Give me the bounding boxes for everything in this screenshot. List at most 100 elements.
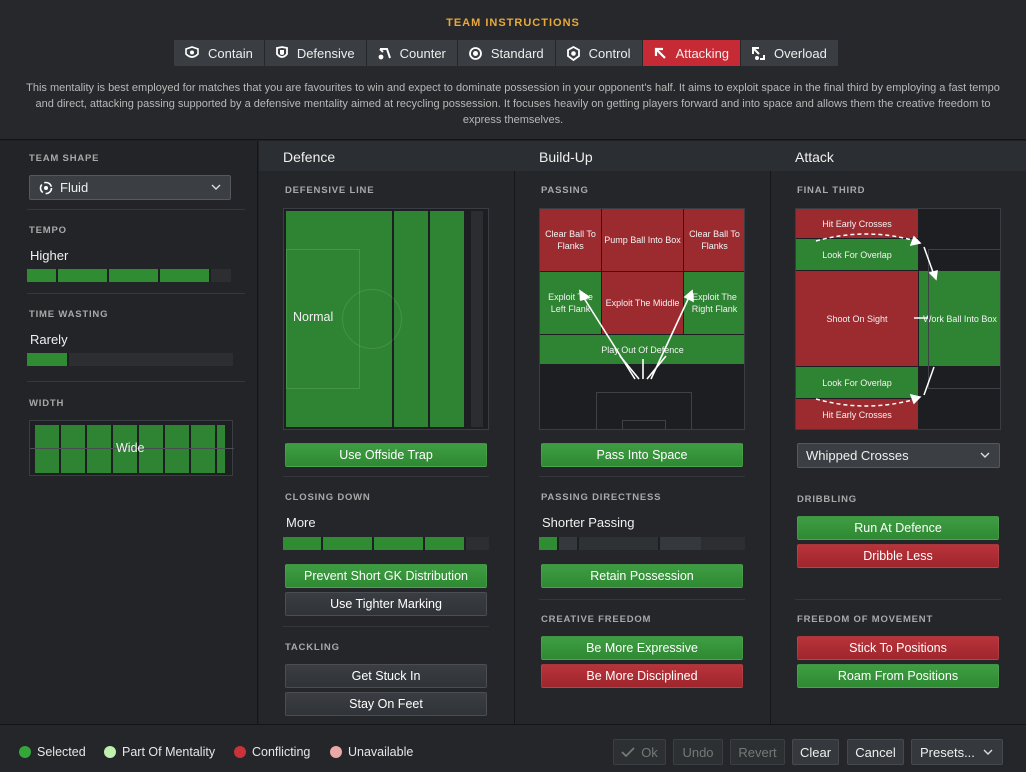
passing-label: PASSING <box>541 185 589 196</box>
chevron-down-icon <box>983 749 993 755</box>
width-value: Wide <box>116 441 145 455</box>
tab-overload[interactable]: Overload <box>741 40 839 66</box>
tab-label: Attacking <box>675 45 730 61</box>
zone-exploit-middle[interactable]: Exploit The Middle <box>602 272 683 334</box>
creative-freedom-label: CREATIVE FREEDOM <box>541 614 652 625</box>
header: TEAM INSTRUCTIONS Contain Defensive Coun… <box>0 0 1026 140</box>
tab-contain[interactable]: Contain <box>174 40 265 66</box>
tempo-slider[interactable] <box>27 269 231 282</box>
crossing-dropdown[interactable]: Whipped Crosses <box>797 443 1000 468</box>
zone-clear-ball-right[interactable]: Clear Ball To Flanks <box>684 209 744 271</box>
contain-icon <box>185 46 199 58</box>
presets-dropdown[interactable]: Presets... <box>911 739 1003 765</box>
crossing-value: Whipped Crosses <box>806 448 909 463</box>
zone-early-crosses-bottom[interactable]: Hit Early Crosses <box>796 399 918 429</box>
buildup-title: Build-Up <box>539 149 593 165</box>
time-wasting-slider[interactable] <box>27 353 233 366</box>
tab-label: Standard <box>490 45 544 61</box>
passing-directness-value: Shorter Passing <box>542 515 635 530</box>
ok-button[interactable]: Ok <box>613 739 666 765</box>
time-wasting-label: TIME WASTING <box>29 309 109 320</box>
team-shape-dropdown[interactable]: Fluid <box>29 175 231 200</box>
page-title: TEAM INSTRUCTIONS <box>446 17 580 29</box>
prevent-short-gk-button[interactable]: Prevent Short GK Distribution <box>285 564 487 588</box>
counter-icon <box>378 47 391 59</box>
tempo-value: Higher <box>30 248 69 263</box>
chevron-down-icon <box>980 452 990 458</box>
clear-button[interactable]: Clear <box>792 739 839 765</box>
defence-title: Defence <box>283 149 336 165</box>
time-wasting-value: Rarely <box>30 332 68 347</box>
width-pitch[interactable]: Wide <box>29 420 234 476</box>
final-third-label: FINAL THIRD <box>797 185 866 196</box>
chevron-down-icon <box>211 184 221 190</box>
attacking-icon <box>654 47 666 59</box>
closing-down-label: CLOSING DOWN <box>285 492 371 503</box>
zone-shoot-on-sight[interactable]: Shoot On Sight <box>796 271 918 366</box>
tab-label: Control <box>588 45 631 61</box>
roam-from-positions-button[interactable]: Roam From Positions <box>797 664 999 688</box>
freedom-of-movement-label: FREEDOM OF MOVEMENT <box>797 614 934 625</box>
revert-button[interactable]: Revert <box>730 739 785 765</box>
team-shape-value: Fluid <box>60 180 89 195</box>
zone-exploit-right-flank[interactable]: Exploit The Right Flank <box>684 272 744 334</box>
closing-down-value: More <box>286 515 316 530</box>
overload-icon <box>752 46 766 60</box>
zone-pump-ball-box[interactable]: Pump Ball Into Box <box>602 209 683 271</box>
final-third-pitch: Hit Early Crosses Look For Overlap Shoot… <box>795 208 1001 430</box>
cancel-button[interactable]: Cancel <box>847 739 904 765</box>
team-shape-panel: TEAM SHAPE Fluid TEMPO Higher TIME WASTI… <box>0 141 258 724</box>
tab-label: Defensive <box>296 45 355 61</box>
dribble-less-button[interactable]: Dribble Less <box>797 544 999 568</box>
standard-icon <box>468 46 482 60</box>
be-more-disciplined-button[interactable]: Be More Disciplined <box>541 664 743 688</box>
closing-down-slider[interactable] <box>283 537 489 550</box>
tab-control[interactable]: Control <box>555 40 643 66</box>
check-icon <box>621 747 635 757</box>
defensive-line-label: DEFENSIVE LINE <box>285 185 375 196</box>
zone-early-crosses-top[interactable]: Hit Early Crosses <box>796 209 918 238</box>
tempo-label: TEMPO <box>29 225 67 236</box>
shield-icon <box>275 45 288 58</box>
defence-panel: Defence DEFENSIVE LINE Normal Use Offsid… <box>259 141 515 724</box>
zone-work-ball-box[interactable]: Work Ball Into Box <box>919 271 1000 366</box>
tab-label: Counter <box>399 45 446 61</box>
stick-to-positions-button[interactable]: Stick To Positions <box>797 636 999 660</box>
team-shape-label: TEAM SHAPE <box>29 153 100 164</box>
zone-overlap-top[interactable]: Look For Overlap <box>796 239 918 270</box>
attack-arrows <box>815 233 938 407</box>
attack-title: Attack <box>795 149 834 165</box>
dribbling-label: DRIBBLING <box>797 494 857 505</box>
offside-trap-button[interactable]: Use Offside Trap <box>285 443 487 467</box>
passing-directness-label: PASSING DIRECTNESS <box>541 492 662 503</box>
defensive-line-pitch[interactable]: Normal <box>283 208 489 430</box>
control-icon <box>566 45 580 61</box>
passing-directness-slider[interactable] <box>539 537 745 550</box>
attack-panel: Attack FINAL THIRD Hit Early Crosses Loo… <box>771 141 1026 724</box>
tab-defensive[interactable]: Defensive <box>264 40 367 66</box>
tab-attacking[interactable]: Attacking <box>642 40 742 66</box>
tighter-marking-button[interactable]: Use Tighter Marking <box>285 592 487 616</box>
tab-standard[interactable]: Standard <box>457 40 556 66</box>
retain-possession-button[interactable]: Retain Possession <box>541 564 743 588</box>
legend-part-of-mentality: Part Of Mentality <box>104 745 215 759</box>
get-stuck-in-button[interactable]: Get Stuck In <box>285 664 487 688</box>
buildup-panel: Build-Up PASSING Clear Ball To Flanks Pu… <box>515 141 771 724</box>
zone-play-out-defence[interactable]: Play Out Of Defence <box>540 335 744 364</box>
zone-overlap-bottom[interactable]: Look For Overlap <box>796 367 918 398</box>
be-more-expressive-button[interactable]: Be More Expressive <box>541 636 743 660</box>
footer: Selected Part Of Mentality Conflicting U… <box>0 724 1026 772</box>
zone-exploit-left-flank[interactable]: Exploit The Left Flank <box>540 272 601 334</box>
mentality-description: This mentality is best employed for matc… <box>26 82 1000 126</box>
defensive-line-value: Normal <box>293 310 334 324</box>
run-at-defence-button[interactable]: Run At Defence <box>797 516 999 540</box>
mentality-tabs: Contain Defensive Counter Standard Contr… <box>174 40 839 66</box>
tab-counter[interactable]: Counter <box>366 40 458 66</box>
zone-clear-ball-left[interactable]: Clear Ball To Flanks <box>540 209 601 271</box>
pass-into-space-button[interactable]: Pass Into Space <box>541 443 743 467</box>
stay-on-feet-button[interactable]: Stay On Feet <box>285 692 487 716</box>
undo-button[interactable]: Undo <box>673 739 723 765</box>
legend-selected: Selected <box>19 745 86 759</box>
fluid-icon <box>39 181 53 195</box>
